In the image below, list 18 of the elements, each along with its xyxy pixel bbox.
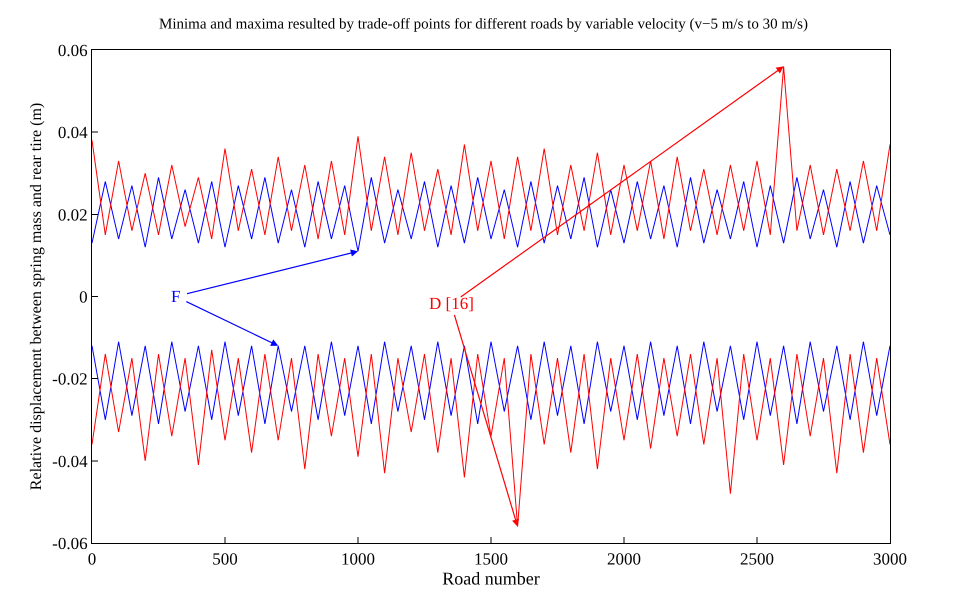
y-tick-label: -0.04 bbox=[52, 452, 88, 471]
y-tick-label: 0 bbox=[79, 287, 88, 306]
y-tick-label: 0.06 bbox=[58, 40, 88, 60]
x-tick-label: 1000 bbox=[341, 549, 375, 568]
x-tick-label: 2500 bbox=[740, 549, 774, 568]
y-tick-label: -0.02 bbox=[52, 370, 88, 389]
x-tick-label: 3000 bbox=[873, 549, 907, 568]
x-tick-label: 500 bbox=[212, 549, 238, 568]
y-tick-label: 0.04 bbox=[58, 123, 88, 142]
y-tick-label: 0.02 bbox=[58, 205, 88, 224]
y-axis-title: Relative displacement between spring mass and rear tire (m) bbox=[28, 102, 46, 490]
y-tick-label: -0.06 bbox=[52, 534, 88, 553]
x-tick-label: 1500 bbox=[474, 549, 508, 568]
x-tick-label: 2000 bbox=[607, 549, 641, 568]
x-axis-title: Road number bbox=[442, 568, 540, 588]
text: D [16] bbox=[429, 294, 474, 313]
chart-title: Minima and maxima resulted by trade-off points for different roads by variable velocity (v−5 m/s to 30 m/s) bbox=[159, 16, 808, 33]
text: F bbox=[171, 287, 180, 306]
